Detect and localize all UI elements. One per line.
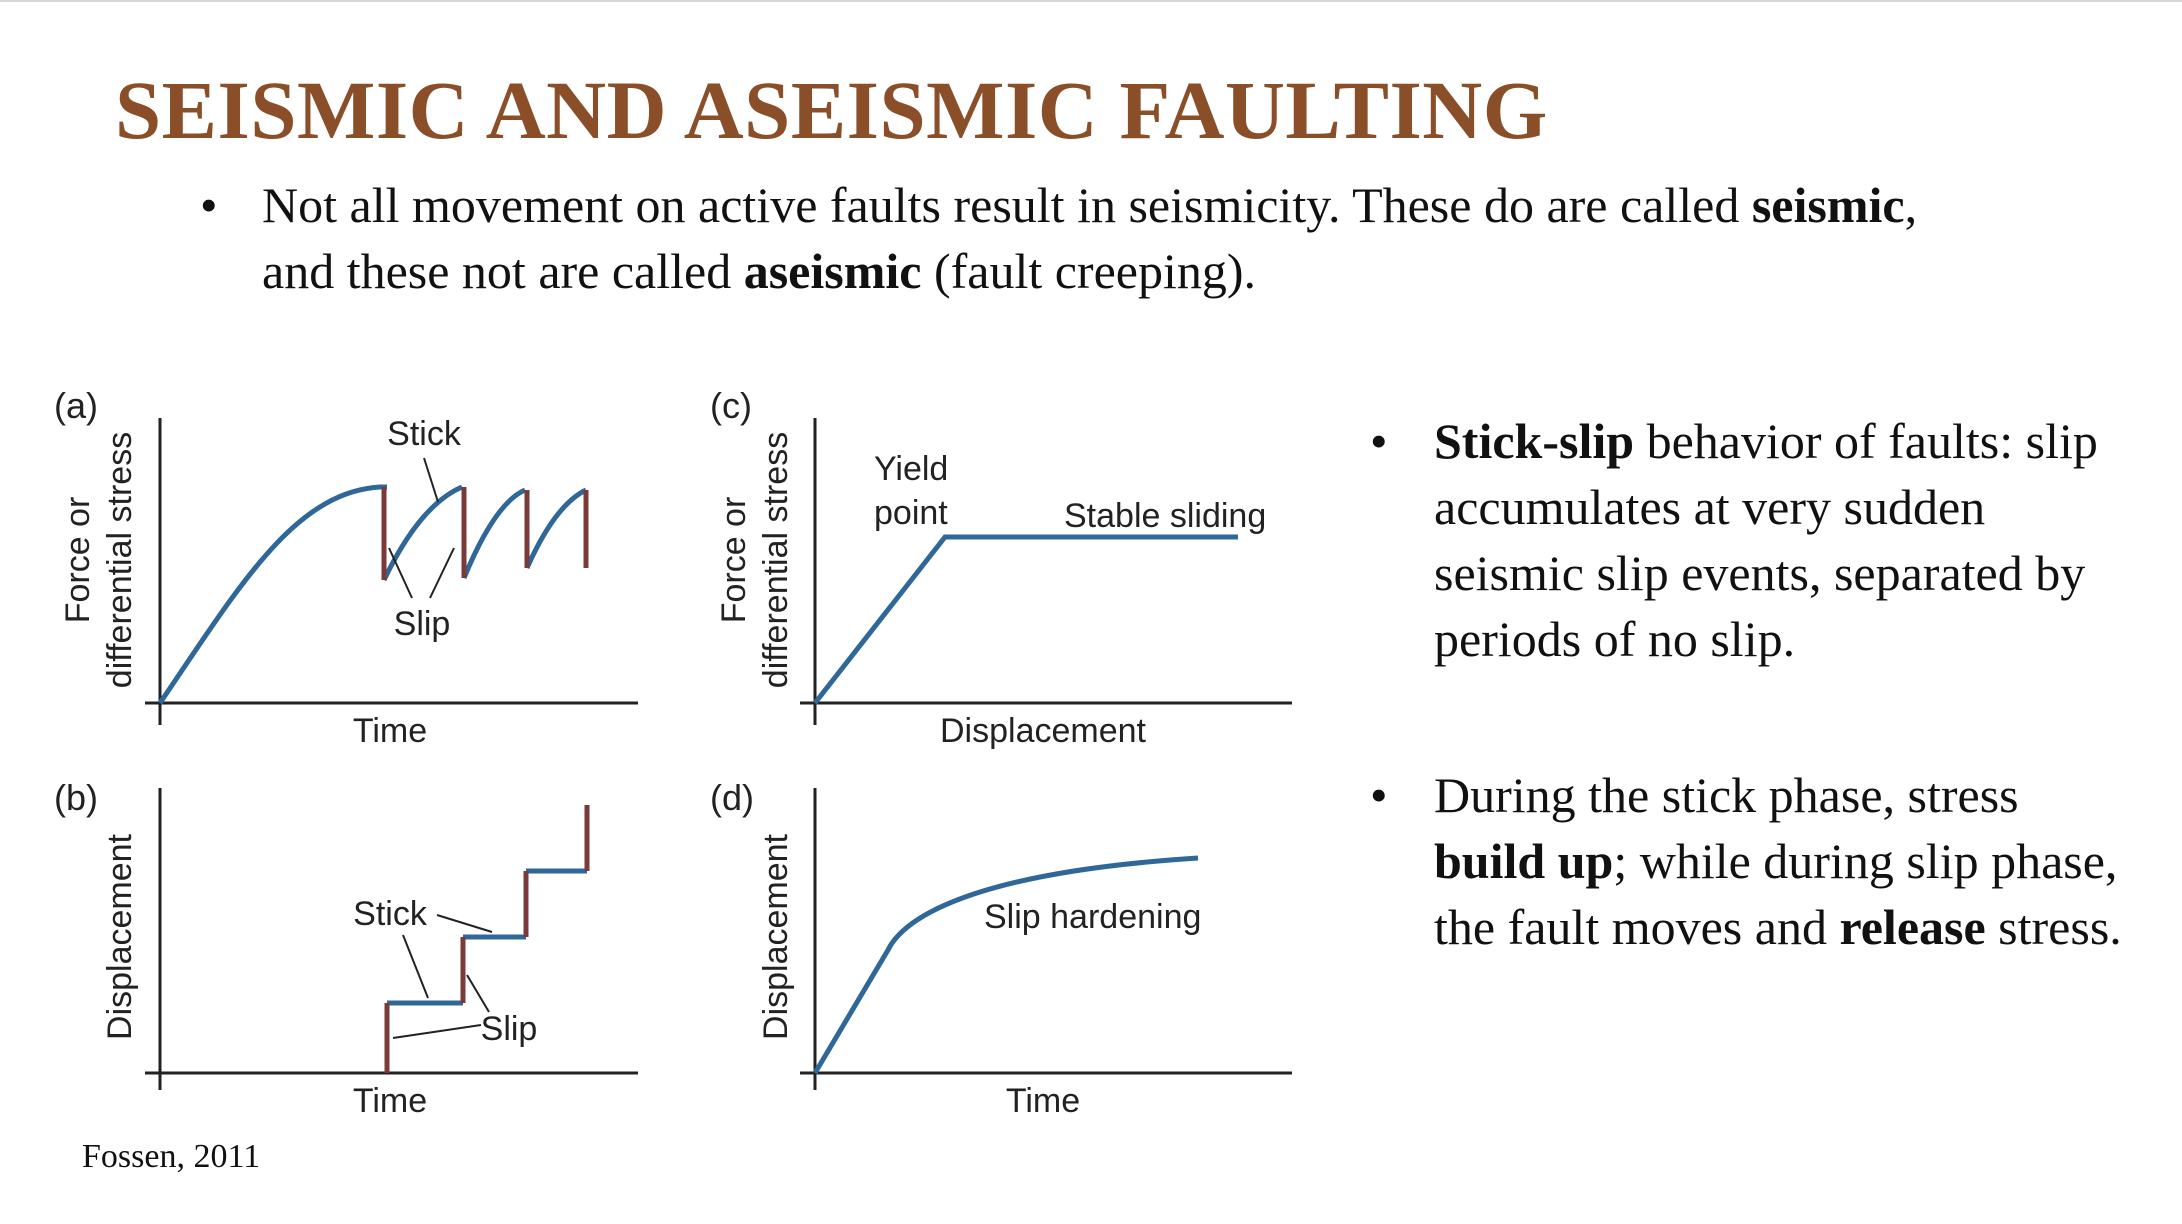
term-stick-slip: Stick-slip <box>1434 413 1635 469</box>
panel-b-xlabel: Time <box>353 1082 427 1120</box>
citation: Fossen, 2011 <box>82 1138 261 1175</box>
panel-b-ylabel: Displacement <box>101 833 139 1040</box>
term-seismic: seismic <box>1751 177 1905 233</box>
text-run: stress. <box>1985 899 2122 955</box>
panel-c: (c) Force or differential stress Displac… <box>710 385 1292 750</box>
panel-d-hardening-curve <box>812 855 1199 1075</box>
panel-c-tag: (c) <box>710 385 752 426</box>
panel-c-yield-label-line2: point <box>874 494 948 532</box>
panel-a-slip-leaders <box>388 547 455 599</box>
panel-b: (b) Displacement Time Stick Slip <box>54 777 638 1120</box>
text-run: (fault creeping). <box>921 243 1256 299</box>
main-bullet-text: Not all movement on active faults result… <box>262 172 2102 304</box>
term-release: release <box>1839 899 1986 955</box>
panel-b-tag: (b) <box>54 777 98 818</box>
text-run: Not all movement on active faults result… <box>262 177 1752 233</box>
text-run: During the stick phase, stress <box>1434 767 2019 823</box>
panel-a-ylabel-line1: Force or <box>59 497 97 624</box>
panel-b-slip-jumps <box>384 805 590 1073</box>
bullet-dot: • <box>200 177 218 233</box>
text-run: and these not are called <box>262 243 744 299</box>
panel-a-slip-label: Slip <box>394 605 451 643</box>
bullet-dot: • <box>1370 413 1388 469</box>
panel-d-tag: (d) <box>710 777 754 818</box>
panel-a-ylabel-line2: differential stress <box>101 432 139 688</box>
panel-b-stick-label: Stick <box>353 895 428 933</box>
text-run: , <box>1904 177 1918 233</box>
panel-a-xlabel: Time <box>353 712 427 750</box>
panel-c-ylabel-line2: differential stress <box>757 432 795 688</box>
term-aseismic: aseismic <box>743 243 922 299</box>
stick-slip-text: Stick-slip behavior of faults: slip accu… <box>1434 408 2134 672</box>
text-run: ; while during slip phase, the fault mov… <box>1434 833 2118 955</box>
panel-a-stress-curve <box>157 484 387 705</box>
panel-a-stick-label: Stick <box>387 415 462 453</box>
panel-d: (d) Displacement Time Slip hardening <box>710 777 1292 1120</box>
panel-c-xlabel: Displacement <box>940 712 1147 750</box>
top-rule <box>0 0 2182 2</box>
panel-c-ylabel-line1: Force or <box>715 497 753 624</box>
panel-a-stick-leader <box>423 457 439 503</box>
panel-c-stable-label: Stable sliding <box>1064 497 1266 535</box>
term-build-up: build up <box>1434 833 1614 889</box>
stick-phase-text: During the stick phase, stress build up;… <box>1434 762 2134 960</box>
panel-b-slip-label: Slip <box>481 1010 538 1048</box>
panel-b-stick-steps <box>387 868 587 1006</box>
panel-a-tag: (a) <box>54 385 98 426</box>
panel-c-yield-label-line1: Yield <box>874 450 948 488</box>
panel-c-stress-curve <box>813 534 1238 705</box>
panel-d-hardening-label: Slip hardening <box>984 898 1201 936</box>
slide-title: SEISMIC AND ASEISMIC FAULTING <box>115 64 1548 156</box>
panel-d-ylabel: Displacement <box>757 833 795 1040</box>
panel-d-xlabel: Time <box>1006 1082 1080 1120</box>
bullet-dot: • <box>1370 767 1388 823</box>
panel-a: (a) Force or differential stress Time St… <box>54 385 638 750</box>
text-run: behavior of faults: slip accumulates at … <box>1434 413 2098 667</box>
panel-b-stick-leaders <box>402 914 493 999</box>
panel-b-slip-leaders <box>392 974 490 1039</box>
panel-a-stress-recovery <box>381 484 588 582</box>
panel-a-slip-drops <box>381 487 589 580</box>
